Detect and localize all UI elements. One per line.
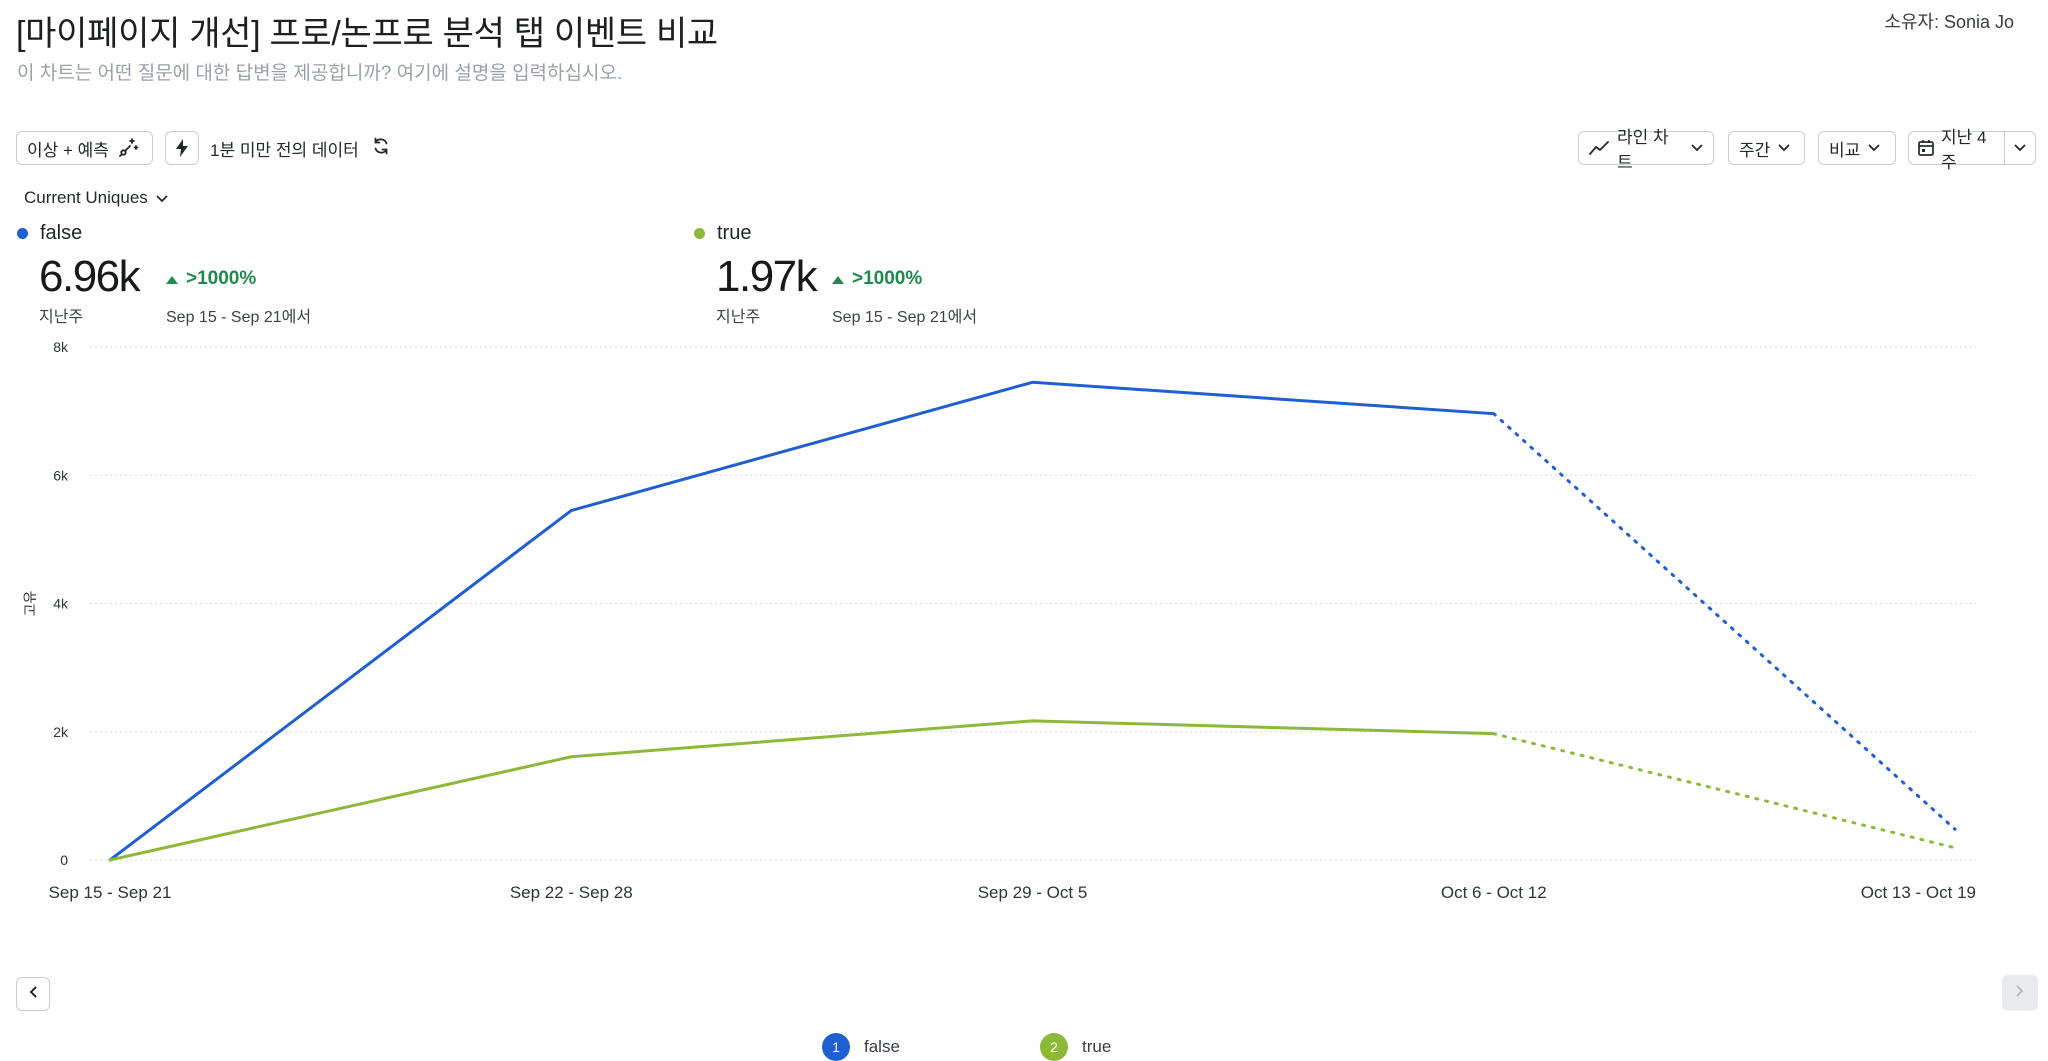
series-projection-true: [1492, 732, 1957, 850]
x-tick-label: Sep 29 - Oct 5: [978, 883, 1088, 902]
date-range-picker[interactable]: 지난 4주: [1908, 128, 2036, 172]
series-dot: [17, 228, 28, 239]
legend-item-true[interactable]: 2 true: [1040, 1033, 1111, 1061]
summary-value: 6.96k: [39, 252, 141, 301]
x-tick-label: Oct 6 - Oct 12: [1441, 883, 1547, 902]
summary-name-label: false: [40, 222, 83, 244]
chevron-down-icon: [2014, 144, 2026, 152]
y-tick-label: 0: [60, 852, 68, 868]
refresh-button[interactable]: [368, 131, 394, 165]
series-line-false: [108, 380, 1496, 862]
date-range-chevron[interactable]: [2004, 132, 2035, 164]
metric-label: Current Uniques: [24, 188, 148, 207]
summary-delta: >1000%: [832, 268, 922, 290]
data-freshness: 1분 미만 전의 데이터: [210, 140, 359, 160]
summary-delta-sub: Sep 15 - Sep 21에서: [166, 309, 312, 326]
y-tick-label: 8k: [53, 339, 69, 355]
anomaly-forecast-button[interactable]: 이상 + 예측: [16, 131, 153, 165]
summary-true: true 1.97k 지난주 >1000% Sep 15 - Sep 21에서: [694, 222, 977, 326]
chevron-down-icon: [1778, 144, 1790, 152]
summary-false: false 6.96k 지난주 >1000% Sep 15 - Sep 21에서: [17, 222, 311, 326]
legend-index: 1: [822, 1033, 850, 1061]
caret-up-icon: [832, 268, 844, 290]
chart-legend: 1 false 2 true: [0, 1033, 2048, 1061]
lightning-icon: [174, 138, 190, 158]
summary-name-label: true: [717, 222, 752, 244]
compare-label: 비교: [1829, 140, 1861, 160]
chart-toolbar: 이상 + 예측 1분 미만 전의 데이터 라인 차트: [16, 128, 2036, 172]
legend-label: true: [1082, 1037, 1112, 1056]
line-chart[interactable]: 0 2k 4k 6k 8k 고유 Sep 15 - Sep 21 Sep 22 - Sep 2…: [0, 330, 2048, 930]
chevron-left-icon: [29, 985, 37, 1003]
lightning-button[interactable]: [165, 131, 199, 165]
x-tick-label: Oct 13 - Oct 19: [1861, 883, 1976, 902]
y-tick-label: 6k: [53, 467, 69, 483]
chart-description[interactable]: 이 차트는 어떤 질문에 대한 답변을 제공합니까? 여기에 설명을 입력하십시…: [17, 63, 623, 84]
series-dot: [694, 228, 705, 239]
x-tick-label: Sep 15 - Sep 21: [49, 883, 172, 902]
chevron-right-icon: [2016, 984, 2024, 1002]
date-range-label: 지난 4주: [1941, 128, 1987, 172]
x-tick-label: Sep 22 - Sep 28: [510, 883, 633, 902]
page-title: [마이페이지 개선] 프로/논프로 분석 탭 이벤트 비교: [16, 15, 718, 53]
chevron-down-icon: [1691, 144, 1703, 152]
summary-period: 지난주: [39, 309, 84, 326]
refresh-icon: [371, 136, 391, 161]
y-tick-label: 4k: [53, 596, 69, 612]
interval-label: 주간: [1739, 140, 1771, 160]
anomaly-forecast-label: 이상 + 예측: [27, 140, 109, 160]
calendar-icon: [1917, 139, 1935, 157]
summary-delta: >1000%: [166, 268, 256, 290]
legend-index: 2: [1040, 1033, 1068, 1061]
caret-up-icon: [166, 268, 178, 290]
y-tick-label: 2k: [53, 724, 69, 740]
summary-delta-sub: Sep 15 - Sep 21에서: [832, 309, 978, 326]
next-page-button[interactable]: [2002, 975, 2038, 1011]
y-axis-label: 고유: [22, 591, 38, 617]
interval-dropdown[interactable]: 주간: [1728, 131, 1805, 165]
chevron-down-icon: [156, 188, 168, 208]
metric-dropdown[interactable]: Current Uniques: [24, 188, 168, 208]
chart-type-dropdown[interactable]: 라인 차트: [1578, 128, 1714, 172]
legend-item-false[interactable]: 1 false: [822, 1033, 900, 1061]
series-line-true: [108, 719, 1496, 862]
line-chart-icon: [1589, 140, 1609, 156]
summary-series-name: false: [17, 222, 82, 245]
summary-delta-value: >1000%: [186, 268, 257, 289]
summary-period: 지난주: [716, 309, 761, 326]
summary-series-name: true: [694, 222, 751, 245]
summary-delta-value: >1000%: [852, 268, 923, 289]
owner-label: 소유자: Sonia Jo: [1884, 12, 2014, 32]
compare-dropdown[interactable]: 비교: [1818, 131, 1896, 165]
chevron-down-icon: [1868, 144, 1880, 152]
chart-type-label: 라인 차트: [1617, 128, 1669, 172]
magic-wand-icon: [117, 137, 139, 159]
prev-page-button[interactable]: [16, 977, 50, 1011]
summary-value: 1.97k: [716, 252, 818, 301]
series-projection-false: [1492, 412, 1957, 831]
legend-label: false: [864, 1037, 900, 1056]
